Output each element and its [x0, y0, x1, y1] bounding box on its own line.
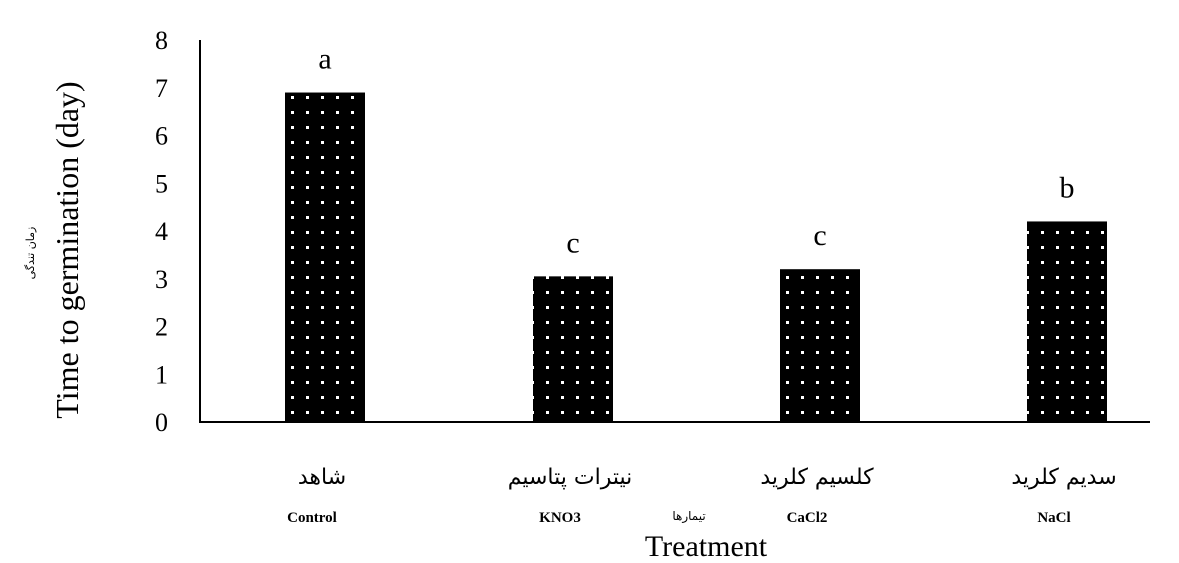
bar — [285, 92, 365, 423]
significance-letters: a c c b — [318, 43, 1074, 260]
y-tick-label: 1 — [155, 360, 168, 389]
bar — [533, 276, 613, 422]
y-tick-labels: 0 1 2 3 4 5 6 7 8 — [155, 26, 168, 437]
category-label-en: CaCl2 — [787, 510, 828, 526]
category-label-fa: سدیم کلرید — [1011, 465, 1116, 490]
category-label-en: Control — [287, 510, 337, 526]
category-label-fa: کلسیم کلرید — [760, 465, 874, 490]
y-tick-label: 3 — [155, 265, 168, 294]
y-tick-label: 5 — [155, 169, 168, 198]
y-tick-label: 6 — [155, 122, 168, 151]
x-axis-title-fa: تیمارها — [672, 509, 705, 524]
significance-letter: c — [566, 226, 579, 259]
y-tick-label: 7 — [155, 74, 168, 103]
significance-letter: c — [813, 219, 826, 252]
y-tick-label: 4 — [155, 217, 168, 246]
y-axis-title-fa: زمان تندگی — [24, 227, 37, 280]
bars — [285, 92, 1107, 423]
y-tick-label: 2 — [155, 313, 168, 342]
y-tick-label: 8 — [155, 26, 168, 55]
category-label-fa: شاهد — [298, 465, 346, 490]
bar — [1027, 221, 1107, 422]
x-axis-title: Treatment — [645, 530, 768, 563]
significance-letter: a — [318, 43, 331, 76]
significance-letter: b — [1060, 171, 1075, 204]
category-labels: شاهد Control نیترات پتاسیم KNO3 کلسیم کلرید C… — [287, 465, 1117, 526]
bar — [780, 269, 860, 422]
category-label-en: NaCl — [1037, 510, 1070, 526]
category-label-fa: نیترات پتاسیم — [508, 465, 633, 490]
y-tick-label: 0 — [155, 408, 168, 437]
y-axis-title: Time to germination (day) — [49, 81, 85, 418]
category-label-en: KNO3 — [539, 510, 581, 526]
